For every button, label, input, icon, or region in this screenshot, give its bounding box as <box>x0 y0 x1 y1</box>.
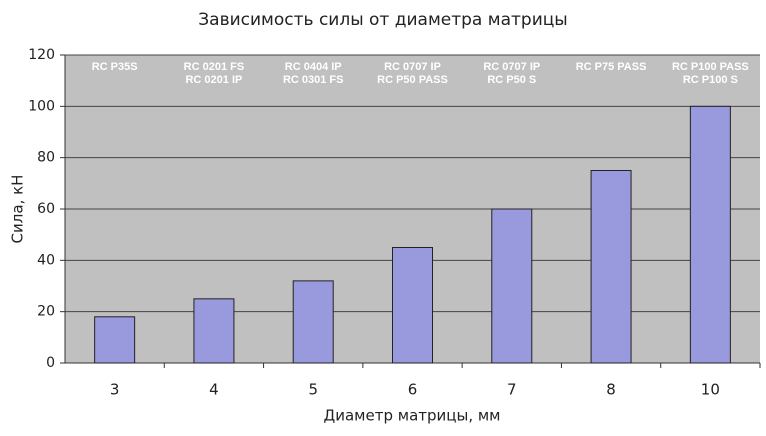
x-tick-label: 4 <box>209 381 219 399</box>
bar-annotation: RC 0201 IP <box>185 74 242 86</box>
y-tick-label: 40 <box>37 252 55 268</box>
bar <box>392 247 433 364</box>
y-tick-label: 100 <box>28 98 55 114</box>
bar <box>689 105 731 364</box>
bar-annotation: RC P100 PASS <box>672 61 749 73</box>
x-axis-title: Диаметр матрицы, мм <box>324 407 501 425</box>
y-tick-label: 80 <box>37 150 55 166</box>
bar-annotation: RC P50 PASS <box>377 74 448 86</box>
bar-annotation: RC 0404 IP <box>285 61 342 73</box>
bar-annotation: RC 0707 IP <box>384 61 441 73</box>
x-tick-label: 6 <box>408 381 418 399</box>
y-tick-label: 60 <box>37 201 55 217</box>
bar-annotation: RC P100 S <box>683 74 738 86</box>
y-tick-label: 0 <box>46 355 55 371</box>
bar-annotation: RC P50 S <box>487 74 536 86</box>
bar <box>193 298 235 364</box>
bar-annotation: RC 0707 IP <box>483 61 540 73</box>
bar <box>94 316 136 364</box>
y-axis-title: Сила, кН <box>9 175 27 244</box>
x-tick-label: 7 <box>507 381 517 399</box>
bar-annotation: RC 0301 FS <box>283 74 344 86</box>
x-tick-label: 5 <box>308 381 318 399</box>
bar-annotation: RC P75 PASS <box>576 61 647 73</box>
chart-title: Зависимость силы от диаметра матрицы <box>198 10 567 30</box>
x-tick-label: 3 <box>110 381 120 399</box>
bar <box>590 170 632 364</box>
bar-annotation: RC 0201 FS <box>184 61 245 73</box>
bar-annotation: RC P35S <box>92 61 138 73</box>
y-tick-label: 20 <box>37 304 55 320</box>
x-tick-label: 8 <box>606 381 616 399</box>
bar <box>292 280 334 364</box>
bar <box>491 208 533 364</box>
y-tick-label: 120 <box>28 47 55 63</box>
x-tick-label: 10 <box>701 381 720 399</box>
